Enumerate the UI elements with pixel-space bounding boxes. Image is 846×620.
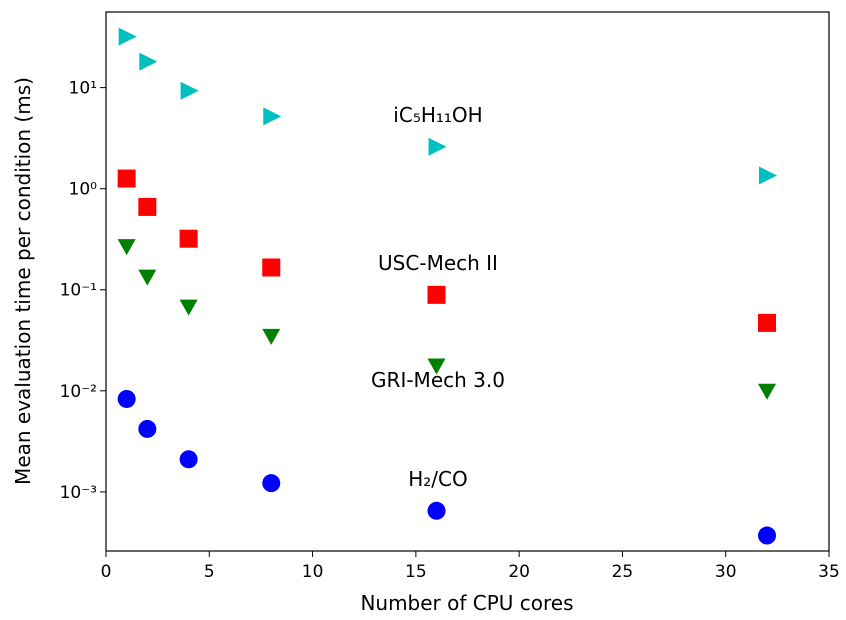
marker bbox=[427, 285, 446, 304]
x-tick-label: 25 bbox=[612, 562, 634, 582]
marker bbox=[179, 229, 198, 248]
y-tick-label: 10⁻¹ bbox=[60, 281, 97, 301]
marker bbox=[427, 501, 446, 520]
marker bbox=[262, 328, 281, 345]
marker bbox=[180, 81, 199, 100]
marker bbox=[179, 299, 198, 316]
y-tick-label: 10⁻² bbox=[60, 382, 97, 402]
marker bbox=[428, 137, 447, 156]
x-tick-label: 30 bbox=[715, 562, 737, 582]
series-annotation: iC₅H₁₁OH bbox=[393, 103, 482, 127]
marker bbox=[179, 450, 198, 469]
x-tick-label: 20 bbox=[508, 562, 530, 582]
x-tick-label: 15 bbox=[405, 562, 427, 582]
marker bbox=[427, 358, 446, 375]
marker bbox=[758, 313, 777, 332]
marker bbox=[138, 197, 157, 216]
marker bbox=[118, 27, 137, 46]
series-annotation: GRI-Mech 3.0 bbox=[371, 368, 505, 392]
marker bbox=[117, 169, 136, 188]
y-tick-label: 10⁰ bbox=[69, 180, 98, 200]
x-axis-label: Number of CPU cores bbox=[360, 591, 573, 615]
marker bbox=[117, 389, 136, 408]
marker bbox=[758, 383, 777, 400]
x-tick-label: 10 bbox=[302, 562, 324, 582]
y-axis-label: Mean evaluation time per condition (ms) bbox=[11, 77, 35, 485]
y-tick-label: 10⁻³ bbox=[60, 483, 97, 503]
marker bbox=[138, 419, 157, 438]
marker bbox=[262, 258, 281, 277]
marker bbox=[117, 239, 136, 256]
x-tick-label: 5 bbox=[204, 562, 215, 582]
y-tick-label: 10¹ bbox=[69, 79, 97, 99]
marker bbox=[138, 269, 157, 286]
series-annotation: H₂/CO bbox=[408, 467, 468, 491]
series-annotation: USC-Mech II bbox=[378, 251, 498, 275]
marker bbox=[262, 474, 281, 493]
marker bbox=[263, 107, 282, 126]
marker bbox=[758, 526, 777, 545]
x-tick-label: 35 bbox=[818, 562, 840, 582]
marker bbox=[139, 52, 158, 71]
marker bbox=[759, 166, 778, 185]
plot-frame bbox=[105, 11, 830, 552]
x-tick-label: 0 bbox=[101, 562, 112, 582]
